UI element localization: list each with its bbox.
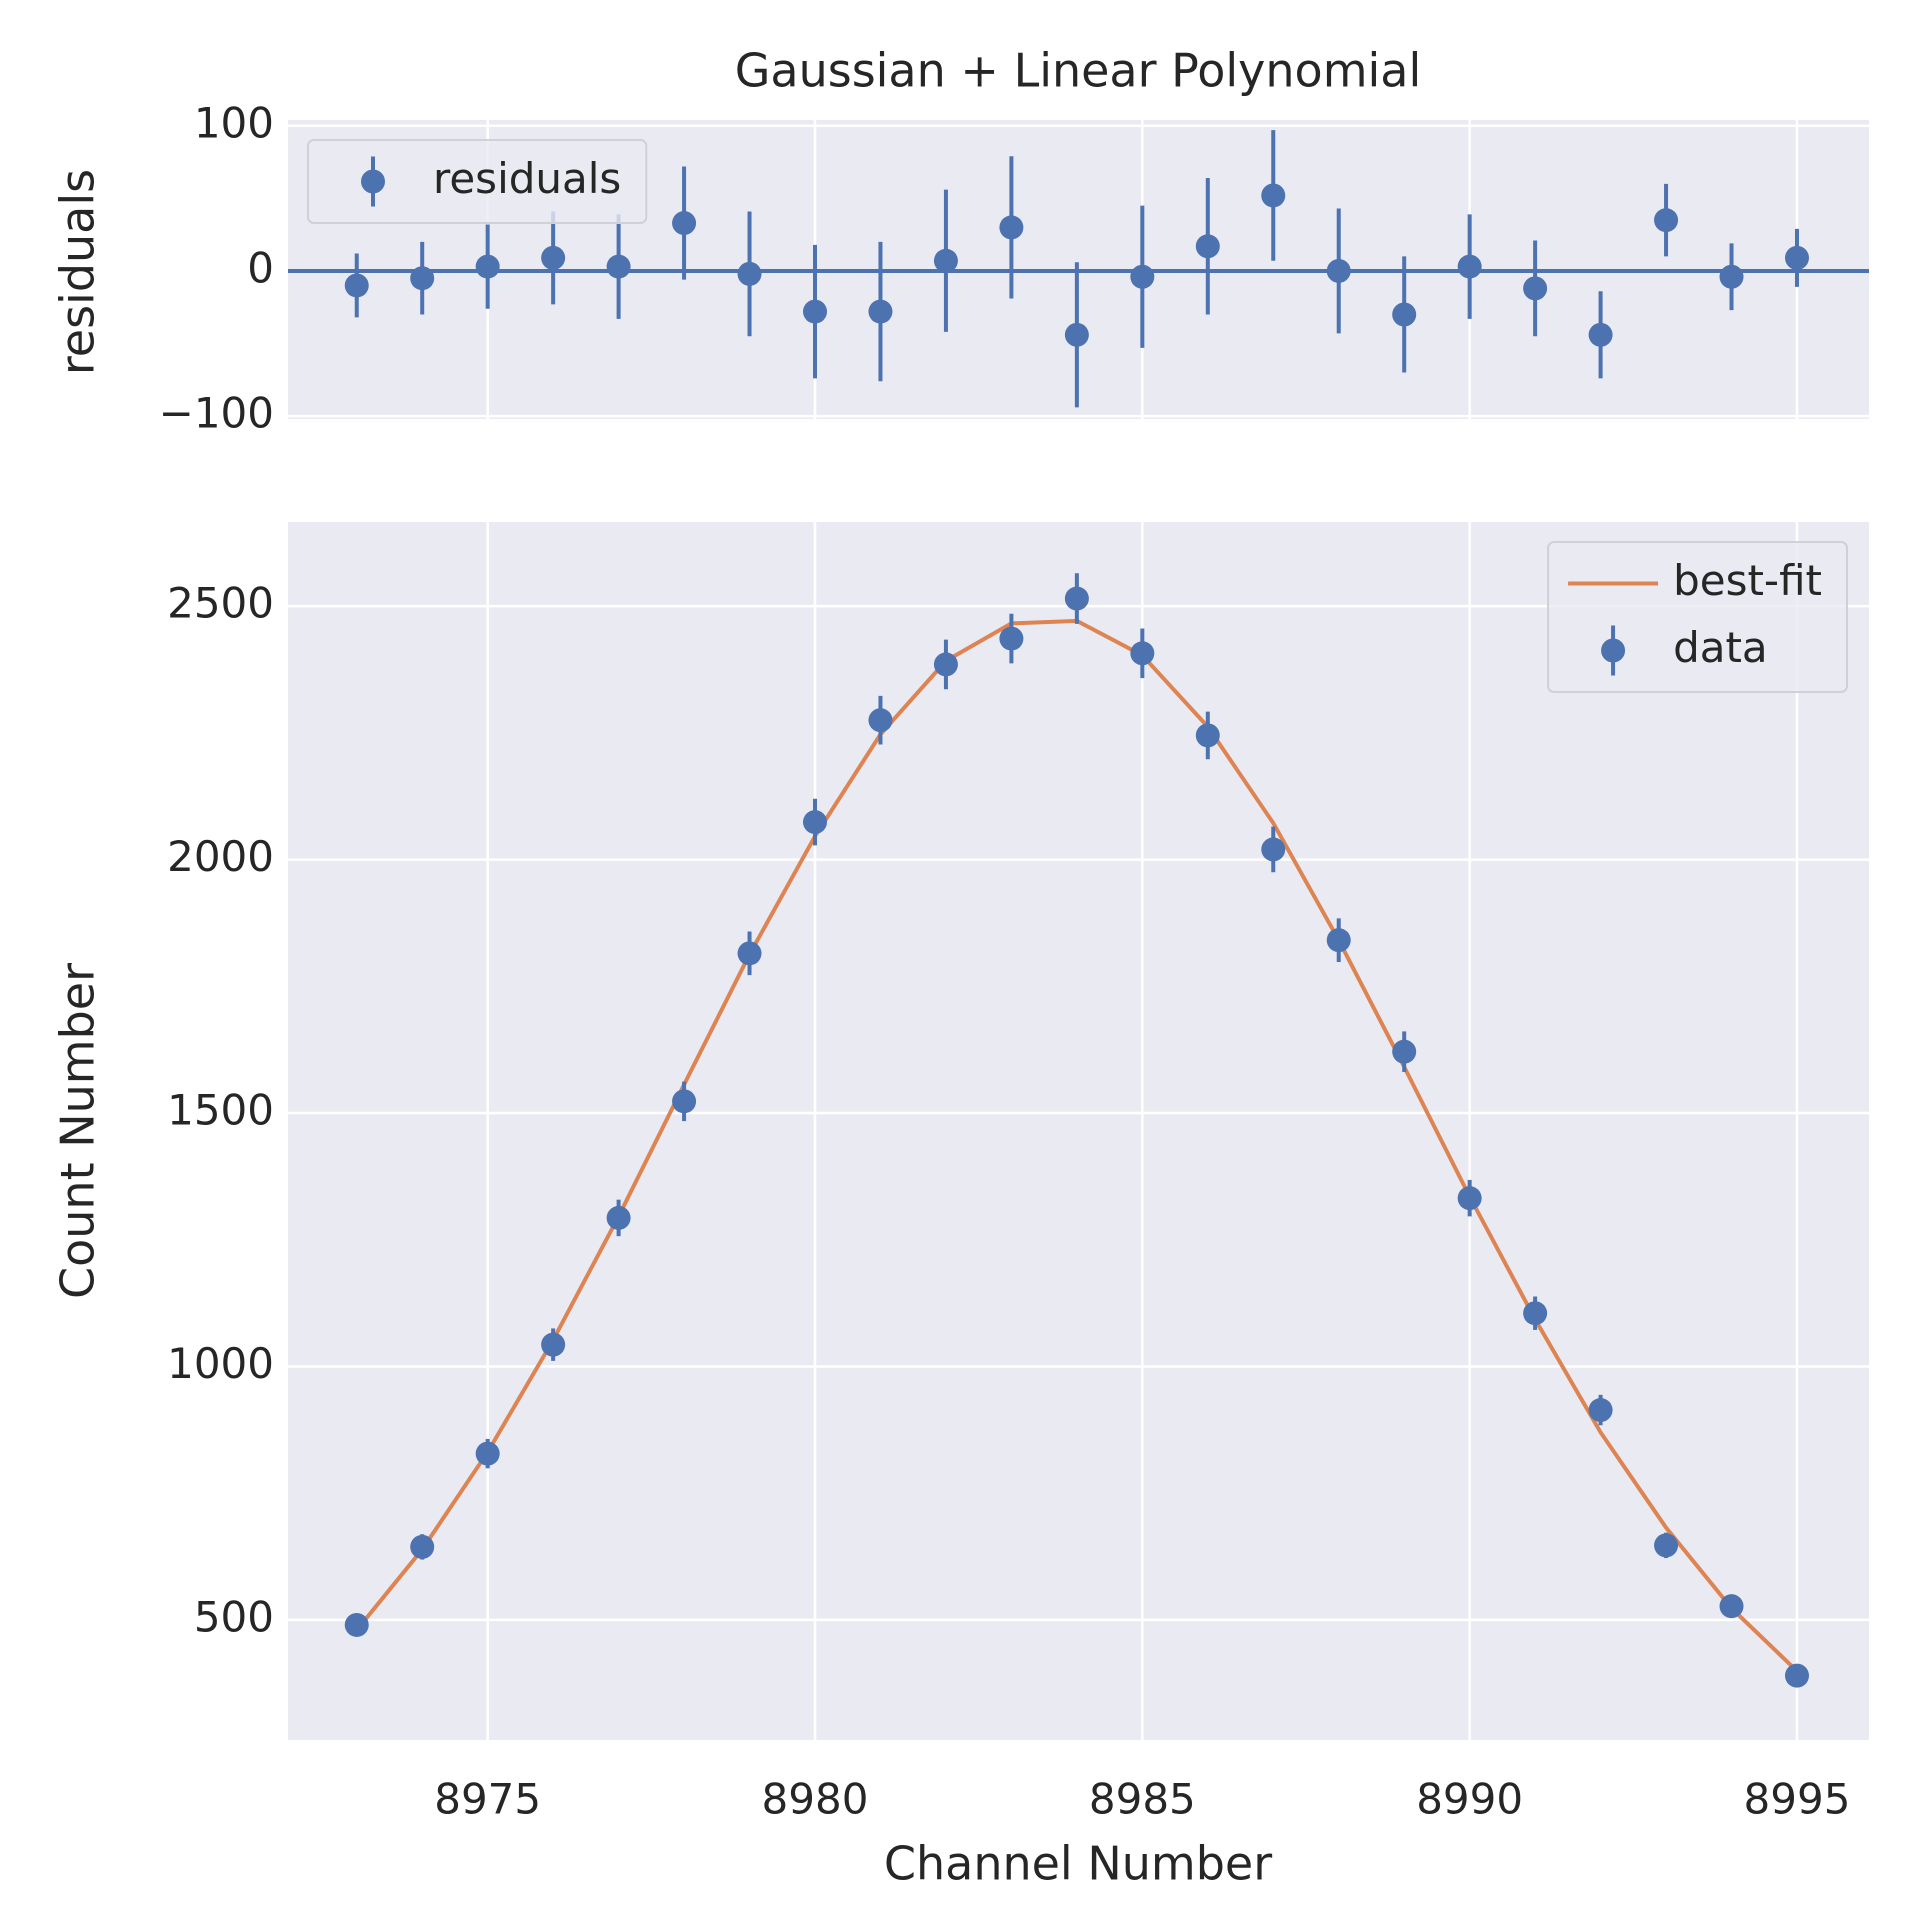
data-point xyxy=(999,626,1024,651)
data-point xyxy=(475,1441,500,1466)
x-tick-label: 8975 xyxy=(434,1775,541,1824)
legend-label: data xyxy=(1673,623,1768,672)
legend: best-fit data xyxy=(1547,541,1848,693)
data-point xyxy=(672,211,697,236)
y-tick-label: 500 xyxy=(194,1592,274,1641)
y-tick-label: 2500 xyxy=(167,579,274,628)
data-point xyxy=(410,1534,435,1559)
data-point xyxy=(606,254,631,279)
y-tick-label: 1500 xyxy=(167,1086,274,1135)
data-point xyxy=(999,215,1024,240)
data-point xyxy=(1326,928,1351,953)
chart-title: Gaussian + Linear Polynomial xyxy=(735,44,1422,98)
data-point xyxy=(672,1089,697,1114)
legend-swatch xyxy=(361,169,385,194)
legend-box xyxy=(307,139,648,224)
data-point xyxy=(344,1612,369,1637)
data-point xyxy=(737,261,762,286)
data-point xyxy=(1457,254,1482,279)
data-point xyxy=(803,810,827,835)
data-point xyxy=(1261,183,1286,208)
data-point xyxy=(1457,1186,1482,1211)
data-point xyxy=(1719,264,1744,289)
data-point xyxy=(737,941,762,966)
data-point xyxy=(1195,723,1220,748)
data-point xyxy=(868,299,893,324)
data-point xyxy=(1130,641,1155,666)
data-point xyxy=(1719,1594,1744,1619)
y-tick-label: 1000 xyxy=(167,1339,274,1388)
data-point xyxy=(541,245,566,270)
data-point xyxy=(933,652,958,677)
data-point xyxy=(1392,1039,1417,1064)
data-point xyxy=(1523,276,1548,301)
data-point xyxy=(1326,258,1351,283)
data-point xyxy=(1654,208,1679,233)
plot-area xyxy=(288,522,1869,1740)
data-point xyxy=(1064,322,1089,347)
data-point xyxy=(475,254,500,279)
data-point xyxy=(541,1332,566,1357)
data-point xyxy=(1784,245,1809,270)
data-point xyxy=(1588,322,1613,347)
y-tick-label: 0 xyxy=(247,243,274,292)
data-point xyxy=(1523,1301,1548,1326)
data-point xyxy=(933,248,958,273)
y-axis-label: residuals xyxy=(51,169,105,375)
data-point xyxy=(1064,586,1089,611)
y-tick-label: −100 xyxy=(159,389,274,438)
data-point xyxy=(606,1205,631,1230)
legend-label: residuals xyxy=(433,154,621,203)
data-point xyxy=(803,299,827,324)
data-point xyxy=(1784,1663,1809,1688)
legend: residuals xyxy=(307,139,648,224)
x-axis-label: Channel Number xyxy=(884,1837,1272,1891)
data-point xyxy=(868,708,893,733)
y-tick-label: 2000 xyxy=(167,832,274,881)
x-tick-label: 8990 xyxy=(1416,1775,1523,1824)
y-tick-label: 100 xyxy=(194,98,274,147)
x-tick-label: 8985 xyxy=(1089,1775,1196,1824)
data-point xyxy=(1392,302,1417,327)
y-axis-label: Count Number xyxy=(51,963,105,1299)
legend-swatch xyxy=(1601,638,1626,663)
legend-label: best-fit xyxy=(1673,556,1822,605)
data-point xyxy=(1588,1398,1613,1423)
data-point xyxy=(1261,837,1286,862)
x-tick-label: 8995 xyxy=(1744,1775,1851,1824)
x-tick-label: 8980 xyxy=(762,1775,869,1824)
data-point xyxy=(1130,264,1155,289)
data-point xyxy=(1654,1533,1679,1558)
data-point xyxy=(410,266,435,291)
data-point xyxy=(1195,234,1220,259)
data-point xyxy=(344,273,369,298)
